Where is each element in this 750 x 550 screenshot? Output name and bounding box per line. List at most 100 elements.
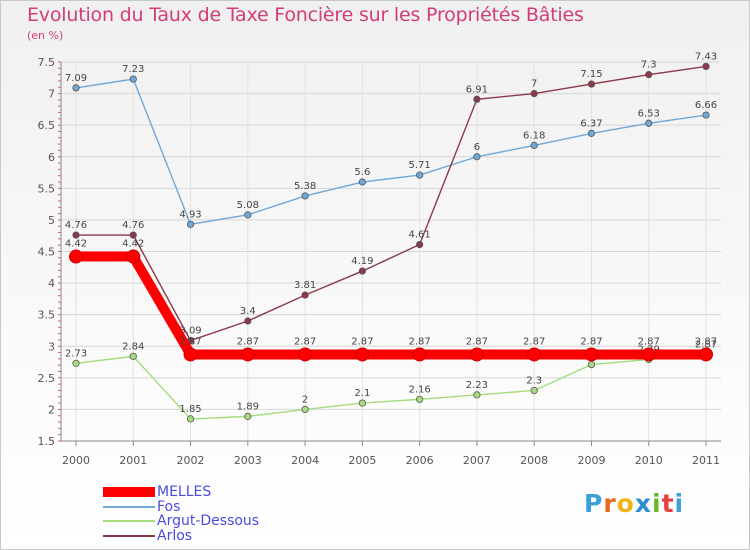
- data-point-fos: [358, 178, 366, 186]
- y-tick-label: 1.5: [38, 435, 56, 448]
- y-tick-label: 2: [48, 403, 55, 416]
- y-tick-label: 6.5: [38, 119, 56, 132]
- data-point-arlos: [244, 317, 252, 325]
- logo-letter: P: [584, 489, 604, 518]
- data-point-argut-dessous: [301, 405, 309, 414]
- legend-label-argut-dessous: Argut-Dessous: [157, 513, 260, 529]
- y-tick-label: 5: [48, 214, 55, 227]
- data-label-fos: 7.09: [65, 73, 87, 84]
- data-point-fos: [72, 84, 80, 92]
- data-label-argut-dessous: 2.84: [122, 341, 144, 352]
- x-tick-label: 2000: [62, 454, 90, 467]
- y-tick-label: 5.5: [38, 182, 56, 195]
- data-label-argut-dessous: 2.3: [526, 375, 542, 386]
- data-point-melles: [355, 347, 370, 362]
- data-label-arlos: 4.76: [65, 220, 87, 231]
- legend-item-fos: Fos: [103, 498, 259, 515]
- data-label-fos: 5.6: [354, 167, 370, 178]
- data-point-fos: [416, 171, 424, 179]
- x-tick-label: 2001: [119, 454, 147, 467]
- series-line-fos: [75, 78, 707, 226]
- data-point-argut-dessous: [416, 395, 424, 403]
- y-tick-label: 2.5: [38, 372, 56, 385]
- data-label-melles: 2.87: [580, 336, 602, 347]
- legend-item-melles: MELLES: [103, 485, 259, 500]
- logo-letter: x: [634, 489, 652, 518]
- series-line-argut-dessous: [75, 353, 707, 420]
- legend-label-arlos: Arlos: [157, 527, 193, 544]
- data-label-melles: 2.87: [409, 336, 431, 347]
- data-point-melles: [298, 347, 313, 362]
- data-point-fos: [473, 153, 481, 161]
- data-point-argut-dessous: [72, 359, 80, 367]
- logo-letter: r: [603, 489, 617, 518]
- data-label-fos: 5.71: [409, 160, 431, 171]
- data-label-arlos: 7.43: [695, 51, 717, 62]
- data-point-melles: [527, 347, 542, 362]
- data-point-arlos: [358, 267, 366, 275]
- data-label-arlos: 6.91: [466, 84, 488, 95]
- x-tick-label: 2002: [177, 454, 205, 467]
- data-label-melles: 4.42: [122, 239, 144, 250]
- data-label-fos: 5.38: [294, 181, 316, 192]
- logo-letter: t: [661, 489, 675, 518]
- data-label-argut-dessous: 2.73: [65, 348, 87, 359]
- x-tick-label: 2008: [520, 454, 548, 467]
- y-tick-label: 3: [48, 340, 55, 353]
- data-label-fos: 4.93: [179, 209, 201, 220]
- data-point-melles: [183, 347, 198, 362]
- data-label-fos: 6.53: [638, 108, 660, 119]
- data-point-arlos: [301, 291, 309, 299]
- data-point-fos: [301, 192, 309, 200]
- legend-label-fos: Fos: [157, 498, 181, 515]
- series-line-arlos: [76, 65, 707, 342]
- data-label-melles: 2.87: [466, 336, 488, 347]
- legend-label-melles: MELLES: [157, 484, 212, 500]
- data-point-arlos: [645, 71, 653, 79]
- data-point-melles: [469, 347, 484, 362]
- y-tick-label: 4.5: [38, 246, 56, 259]
- data-point-fos: [244, 211, 252, 219]
- data-label-melles: 2.87: [294, 336, 316, 347]
- chart-title: Evolution du Taux de Taxe Foncière sur l…: [27, 4, 584, 26]
- data-point-argut-dessous: [129, 352, 137, 360]
- legend-item-arlos: Arlos: [103, 527, 259, 544]
- data-label-arlos: 3.81: [294, 280, 316, 291]
- x-tick-label: 2011: [692, 454, 720, 467]
- data-point-melles: [641, 347, 656, 362]
- data-label-fos: 5.08: [237, 200, 259, 211]
- data-label-argut-dessous: 1.89: [237, 401, 259, 412]
- y-tick-label: 7: [48, 88, 55, 101]
- data-point-argut-dessous: [186, 415, 195, 423]
- y-tick-label: 4: [48, 277, 55, 290]
- data-point-argut-dessous: [358, 399, 366, 407]
- data-point-arlos: [416, 240, 424, 249]
- data-label-melles: 2.87: [179, 336, 201, 347]
- x-tick-label: 2004: [291, 454, 319, 467]
- data-label-argut-dessous: 2.1: [354, 388, 370, 399]
- data-point-fos: [702, 111, 710, 119]
- data-point-arlos: [473, 95, 481, 103]
- data-point-fos: [530, 141, 538, 149]
- data-label-melles: 2.87: [237, 336, 259, 347]
- data-point-melles: [699, 347, 713, 362]
- data-label-melles: 2.87: [695, 336, 717, 347]
- x-tick-label: 2009: [577, 454, 605, 467]
- x-tick-label: 2005: [348, 454, 376, 467]
- data-label-arlos: 3.09: [179, 326, 201, 337]
- data-point-argut-dessous: [530, 386, 538, 395]
- data-point-fos: [645, 119, 653, 127]
- data-label-arlos: 7: [531, 79, 537, 90]
- data-point-melles: [412, 347, 427, 362]
- data-point-fos: [129, 75, 137, 83]
- data-label-arlos: 7.15: [580, 69, 602, 80]
- logo-letter: i: [652, 489, 662, 518]
- data-label-argut-dessous: 2: [302, 394, 308, 405]
- logo-letter: i: [674, 489, 685, 518]
- x-tick-label: 2003: [234, 454, 262, 467]
- series-line-melles: [76, 251, 706, 360]
- data-label-melles: 4.42: [65, 239, 87, 250]
- legend-swatch-melles: [103, 487, 155, 498]
